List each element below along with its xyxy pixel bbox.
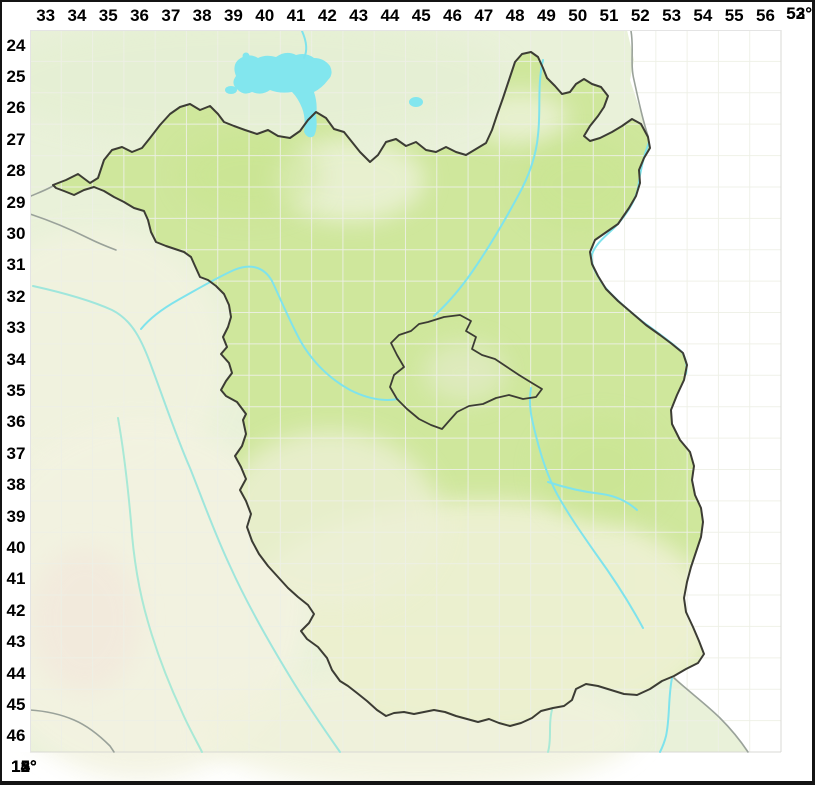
grid-column-label: 42 <box>317 6 337 25</box>
grid-row-label: 24 <box>6 35 26 55</box>
grid-column-label: 49 <box>536 6 556 25</box>
grid-row-label: 45 <box>6 694 26 714</box>
grid-row-label: 33 <box>6 318 26 338</box>
city-outline <box>389 314 543 430</box>
latitude-label: 53° <box>786 4 812 23</box>
grid-row-label: 37 <box>6 443 26 463</box>
latitude-label: 52° <box>786 4 812 23</box>
grid-row-label: 39 <box>6 506 26 526</box>
foreign-area <box>590 30 781 752</box>
grid-row-label: 31 <box>6 255 26 275</box>
grid-column-label: 34 <box>67 6 87 25</box>
grid-column-label: 47 <box>474 6 494 25</box>
river-elbe <box>32 285 341 753</box>
stream-north <box>301 30 308 59</box>
lakes <box>225 52 423 138</box>
grid-column-label: 38 <box>192 6 212 25</box>
grid-column-label: 52 <box>630 6 650 25</box>
grid-row-label: 34 <box>6 349 26 369</box>
river-west <box>117 417 203 753</box>
grid-column-label: 48 <box>505 6 525 25</box>
grid-column-label: 39 <box>223 6 243 25</box>
longitude-label: 12° <box>11 757 37 776</box>
grid-row-label: 41 <box>6 569 26 589</box>
grid-row-label: 30 <box>6 224 26 244</box>
grid-row-label: 40 <box>6 537 26 557</box>
grid-row-label: 32 <box>6 286 26 306</box>
grid-row-label: 35 <box>6 380 26 400</box>
grid-row-label: 28 <box>6 161 26 181</box>
stream-south <box>547 709 553 753</box>
grid-row-label: 42 <box>6 600 26 620</box>
river-spree-branch <box>547 481 638 511</box>
grid-column-label: 54 <box>693 6 713 25</box>
longitude-label: 15° <box>11 757 37 776</box>
grid-row-label: 26 <box>6 98 26 118</box>
grid-column-label: 37 <box>161 6 181 25</box>
grid-row-label: 44 <box>6 663 26 683</box>
grid-column-label: 40 <box>255 6 275 25</box>
neighbor-borders <box>29 30 749 753</box>
grid-column-label: 46 <box>443 6 462 25</box>
river-spree <box>528 387 644 629</box>
grid-column-label: 35 <box>98 6 118 25</box>
grid-row-label: 43 <box>6 632 26 652</box>
grid-column-label: 45 <box>411 6 431 25</box>
grid-row-label: 25 <box>6 67 26 87</box>
river-havel-upper <box>433 59 544 317</box>
grid-column-label: 56 <box>756 6 775 25</box>
grid-column-header: 33 34 35 36 37 38 39 40 41 42 43 44 45 46 47 48 49 50 51 52… <box>30 2 781 31</box>
grid-column-label: 36 <box>130 6 149 25</box>
grid-column-label: 55 <box>724 6 744 25</box>
grid-row-label: 36 <box>6 412 26 432</box>
grid-column-label: 41 <box>286 6 306 25</box>
grid-row-header: 24 25 26 27 28 29 30 31 32 33 34 35 36 37 38 39 40 41 42 43… <box>2 30 31 752</box>
river-havel-lower <box>140 265 399 401</box>
grid-row-label: 27 <box>6 129 26 149</box>
grid-column-label: 43 <box>349 6 369 25</box>
longitude-label: 13° <box>11 757 37 776</box>
grid-row-label: 29 <box>6 192 26 212</box>
grid-corner-cell <box>2 2 31 31</box>
grid-column-label: 33 <box>36 6 56 25</box>
longitude-label: 14° <box>11 757 37 776</box>
grid-column-label: 44 <box>380 6 400 25</box>
grid-column-label: 53 <box>662 6 682 25</box>
grid-column-label: 50 <box>568 6 588 25</box>
grid-row-label: 38 <box>6 475 26 495</box>
grid-row-label: 46 <box>6 726 26 746</box>
river-neisse <box>659 677 673 753</box>
grid-column-label: 51 <box>599 6 619 25</box>
